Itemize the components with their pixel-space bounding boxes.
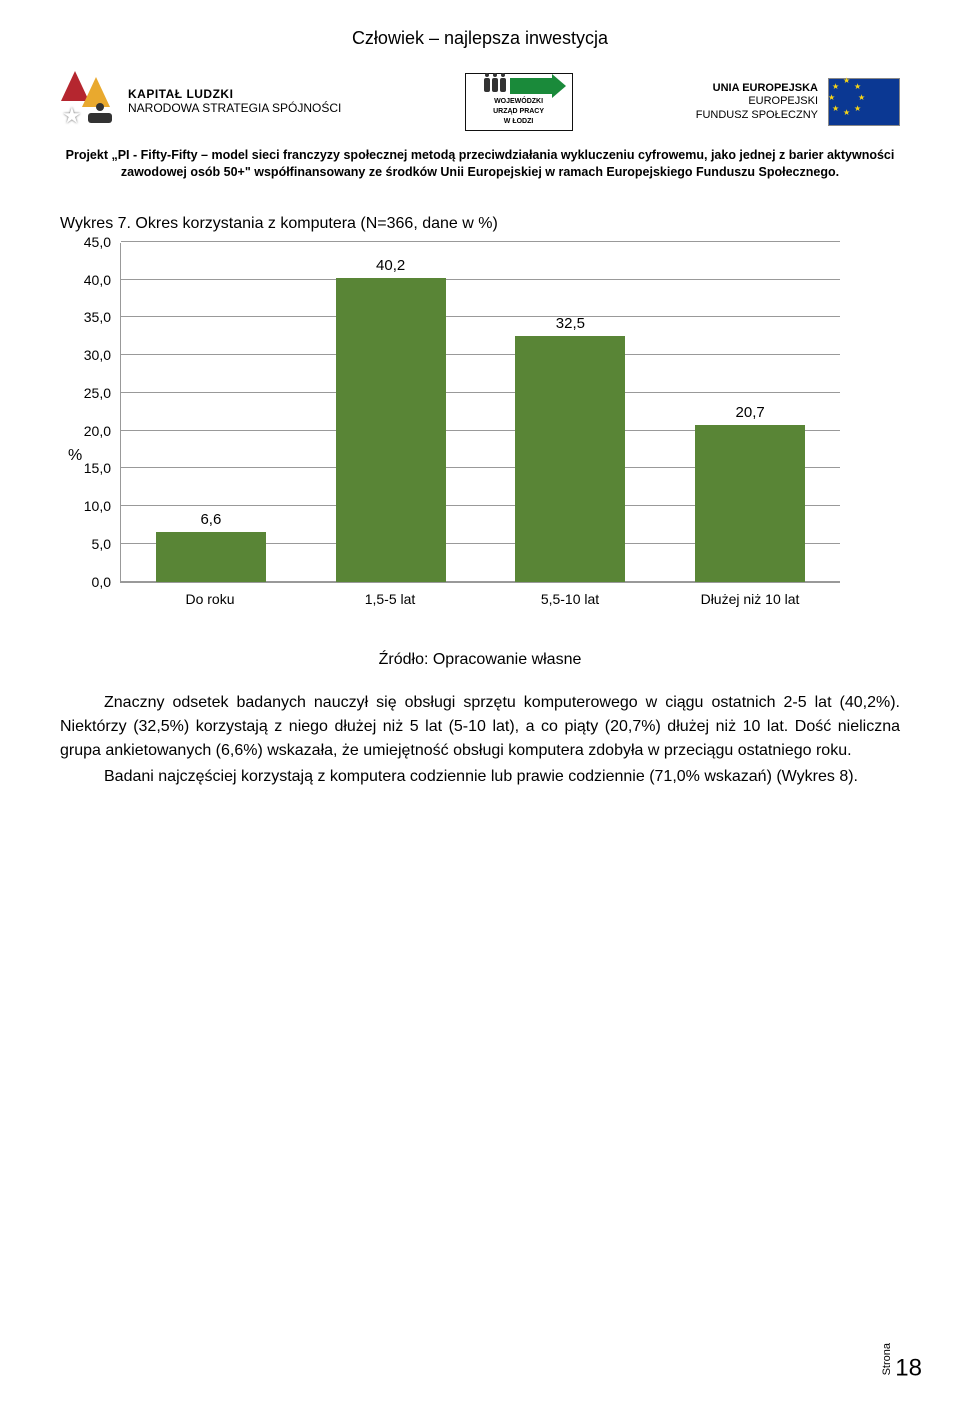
bar-value-label: 20,7	[736, 404, 765, 421]
y-tick-label: 25,0	[84, 385, 121, 401]
kl-line1: KAPITAŁ LUDZKI	[128, 88, 341, 102]
y-axis-label: %	[68, 447, 82, 465]
bar-value-label: 32,5	[556, 315, 585, 332]
wup-logo: WOJEWÓDZKI URZĄD PRACY W ŁODZI	[465, 73, 573, 130]
chart-title: Wykres 7. Okres korzystania z komputera …	[60, 215, 900, 233]
wup-line3: W ŁODZI	[504, 118, 534, 126]
chart-source: Źródło: Opracowanie własne	[60, 651, 900, 669]
project-description: Projekt „PI - Fifty-Fifty – model sieci …	[60, 147, 900, 181]
y-tick-label: 35,0	[84, 309, 121, 325]
bar-value-label: 40,2	[376, 257, 405, 274]
body-text: Znaczny odsetek badanych nauczył się obs…	[60, 691, 900, 789]
y-tick-label: 20,0	[84, 423, 121, 439]
page-number: Strona18	[881, 1343, 922, 1382]
logo-row: ★ KAPITAŁ LUDZKI NARODOWA STRATEGIA SPÓJ…	[60, 67, 900, 137]
bar	[515, 336, 625, 582]
y-tick-label: 10,0	[84, 498, 121, 514]
eu-logo-block: UNIA EUROPEJSKA EUROPEJSKI FUNDUSZ SPOŁE…	[696, 78, 900, 126]
bar-column: 40,2	[336, 257, 446, 582]
x-tick-label: Dłużej niż 10 lat	[675, 591, 825, 607]
paragraph-1: Znaczny odsetek badanych nauczył się obs…	[60, 691, 900, 763]
y-tick-label: 30,0	[84, 347, 121, 363]
kl-text: KAPITAŁ LUDZKI NARODOWA STRATEGIA SPÓJNO…	[128, 88, 341, 116]
x-tick-label: 1,5-5 lat	[315, 591, 465, 607]
kl-line2: NARODOWA STRATEGIA SPÓJNOŚCI	[128, 102, 341, 116]
bar-chart: % 0,05,010,015,020,025,030,035,040,045,0…	[60, 243, 900, 623]
arrow-right-icon	[510, 78, 554, 94]
x-tick-label: Do roku	[135, 591, 285, 607]
bar-column: 20,7	[695, 404, 805, 581]
y-tick-label: 5,0	[92, 536, 121, 552]
bar-column: 6,6	[156, 511, 266, 582]
bars-container: 6,6 40,2 32,5 20,7	[121, 243, 840, 582]
wup-line1: WOJEWÓDZKI	[494, 98, 543, 106]
bar	[695, 425, 805, 581]
eu-line3: FUNDUSZ SPOŁECZNY	[696, 109, 818, 122]
y-tick-label: 0,0	[92, 574, 121, 590]
eu-flag-icon: ★ ★ ★ ★ ★ ★ ★ ★	[828, 78, 900, 126]
eu-line1: UNIA EUROPEJSKA	[696, 82, 818, 95]
kapital-ludzki-logo: ★ KAPITAŁ LUDZKI NARODOWA STRATEGIA SPÓJ…	[60, 67, 341, 137]
kl-graphic-icon: ★	[60, 67, 118, 137]
people-icon	[484, 78, 506, 94]
bar-column: 32,5	[515, 315, 625, 582]
x-tick-label: 5,5-10 lat	[495, 591, 645, 607]
wup-line2: URZĄD PRACY	[493, 108, 544, 116]
grid-line	[121, 241, 840, 242]
bar	[156, 532, 266, 582]
y-tick-label: 15,0	[84, 460, 121, 476]
eu-line2: EUROPEJSKI	[696, 95, 818, 108]
bar-value-label: 6,6	[200, 511, 221, 528]
page-number-value: 18	[895, 1354, 922, 1381]
eu-text: UNIA EUROPEJSKA EUROPEJSKI FUNDUSZ SPOŁE…	[696, 82, 818, 122]
y-tick-label: 40,0	[84, 272, 121, 288]
y-tick-label: 45,0	[84, 234, 121, 250]
paragraph-2: Badani najczęściej korzystają z komputer…	[60, 765, 900, 789]
page-top-title: Człowiek – najlepsza inwestycja	[60, 28, 900, 49]
page-number-label: Strona	[881, 1343, 893, 1375]
bar	[336, 278, 446, 582]
